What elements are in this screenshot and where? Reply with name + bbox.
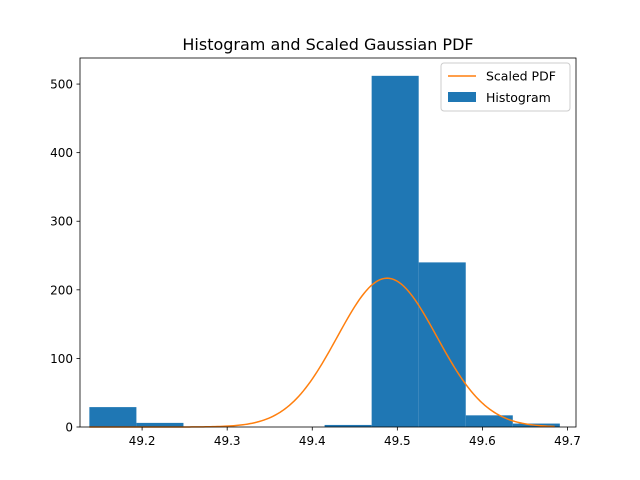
y-tick-label: 100	[50, 352, 73, 366]
x-tick-label: 49.3	[214, 434, 241, 448]
legend-histogram-label: Histogram	[486, 90, 551, 105]
histogram-bars	[89, 75, 560, 428]
x-tick-label: 49.4	[299, 434, 326, 448]
x-tick-label: 49.6	[469, 434, 496, 448]
x-tick-label: 49.2	[129, 434, 156, 448]
y-tick-label: 500	[50, 78, 73, 92]
scaled-pdf-line	[89, 277, 555, 428]
plot-frame	[79, 57, 577, 428]
axes: 49.2 49.3 49.4 49.5 49.6 49.7 0 100 200 300 400 500	[50, 57, 581, 448]
y-tick-label: 0	[65, 421, 73, 435]
histogram-bar	[89, 407, 137, 427]
histogram-bar	[371, 75, 419, 428]
legend-pdf-label: Scaled PDF	[486, 69, 556, 84]
legend: Scaled PDF Histogram	[440, 62, 571, 112]
y-tick-label: 200	[50, 283, 73, 297]
histogram-bar	[136, 422, 184, 427]
histogram-bar	[418, 262, 466, 427]
y-tick-label: 400	[50, 146, 73, 160]
histogram-bar	[465, 415, 513, 427]
histogram-bar	[324, 424, 372, 427]
legend-histogram-swatch	[448, 92, 476, 102]
x-tick-label: 49.7	[554, 434, 581, 448]
y-tick-label: 300	[50, 215, 73, 229]
x-tick-label: 49.5	[384, 434, 411, 448]
chart-title: Histogram and Scaled Gaussian PDF	[182, 35, 473, 54]
